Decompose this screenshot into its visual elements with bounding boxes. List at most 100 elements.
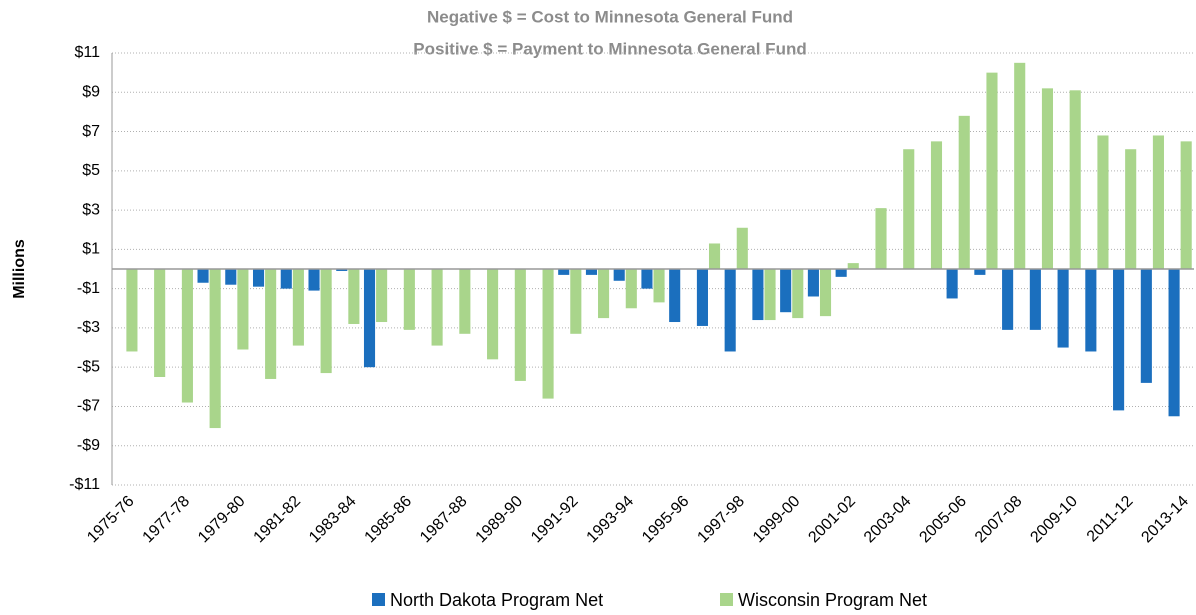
y-tick-label: -$11 [69,476,100,493]
bar [209,269,221,429]
bar [807,269,819,297]
x-tick-label: 2013-14 [1138,493,1192,547]
bar [126,269,138,352]
bar [376,269,388,323]
bar [1069,90,1081,270]
y-tick-label: $11 [74,44,100,61]
bar [835,269,847,277]
x-tick-label: 1977-78 [140,493,194,547]
x-tick-label: 1979-80 [195,493,249,547]
x-tick-label: 1985-86 [362,493,416,547]
bar [598,269,610,319]
y-axis-label: Millions [11,239,28,299]
bar [1180,141,1192,269]
bar [1041,88,1054,269]
legend-label: North Dakota Program Net [390,590,603,610]
bar [780,269,792,313]
bar [1097,135,1109,269]
bar [641,269,653,289]
bar [613,269,625,281]
bar [819,269,832,317]
bar [1014,62,1026,270]
x-tick-label: 1991-92 [528,493,582,547]
bar [431,269,443,346]
bar [181,269,193,403]
bar [764,269,776,321]
x-tick-label: 1975-76 [84,493,138,547]
chart-subtitle: Positive $ = Payment to Minnesota Genera… [413,39,806,58]
bar [653,269,665,303]
bar [696,269,708,326]
x-tick-label: 2007-08 [972,493,1026,547]
bar [292,269,304,346]
bar [320,269,332,374]
legend-swatch [372,593,385,606]
bar [403,269,415,330]
x-tick-label: 1995-96 [639,493,693,547]
bar [280,269,292,289]
bar [875,208,887,269]
y-tick-label: -$3 [77,319,100,336]
bar [946,269,958,299]
bar [1113,269,1125,411]
y-tick-label: -$9 [77,437,100,454]
bar [1085,269,1097,352]
x-tick-label: 1999-00 [750,493,804,547]
bar [459,269,471,334]
bar [986,72,998,270]
x-tick-label: 2009-10 [1027,493,1081,547]
x-tick-label: 1997-98 [695,493,749,547]
legend-label: Wisconsin Program Net [738,590,927,610]
bar [724,269,736,352]
y-tick-label: $1 [82,241,100,258]
bar [585,269,598,275]
y-tick-label: $9 [82,83,100,100]
bar [558,269,570,275]
y-tick-label: -$5 [77,358,100,375]
bar [308,269,320,291]
bar [736,227,748,269]
x-tick-label: 1983-84 [306,493,360,547]
bar [252,269,265,287]
bar [487,269,499,360]
y-tick-label: -$7 [77,398,100,415]
chart-title: Negative $ = Cost to Minnesota General F… [427,7,793,26]
bar [930,141,943,269]
bar [903,149,915,269]
bar [1168,269,1180,417]
bar [265,269,277,379]
bar [1152,135,1164,269]
x-tick-label: 2005-06 [916,493,970,547]
bar [348,269,360,324]
bar [1002,269,1014,330]
legend-swatch [720,593,733,606]
bar [154,269,166,377]
x-tick-label: 1987-88 [417,493,471,547]
bar [752,269,764,321]
bar [225,269,237,285]
bar [974,269,986,275]
x-tick-label: 2003-04 [861,493,915,547]
x-tick-label: 2011-12 [1084,493,1137,546]
bar [792,269,804,319]
x-tick-label: 1981-82 [251,493,305,547]
x-tick-label: 1989-90 [473,493,527,547]
y-tick-label: $5 [82,162,100,179]
bar [669,269,681,323]
bar [336,269,348,271]
x-tick-label: 1993-94 [584,493,638,547]
bar [363,269,376,368]
bar [1125,149,1137,269]
bar [197,269,209,283]
bar [708,243,721,269]
x-tick-label: 2001-02 [805,493,859,547]
bar [625,269,637,309]
bar [542,269,554,399]
bar [237,269,249,350]
bar [958,115,970,269]
bar [1140,269,1152,383]
y-tick-label: $3 [82,201,100,218]
bar [1029,269,1041,330]
bar [570,269,582,334]
bar [847,263,859,269]
